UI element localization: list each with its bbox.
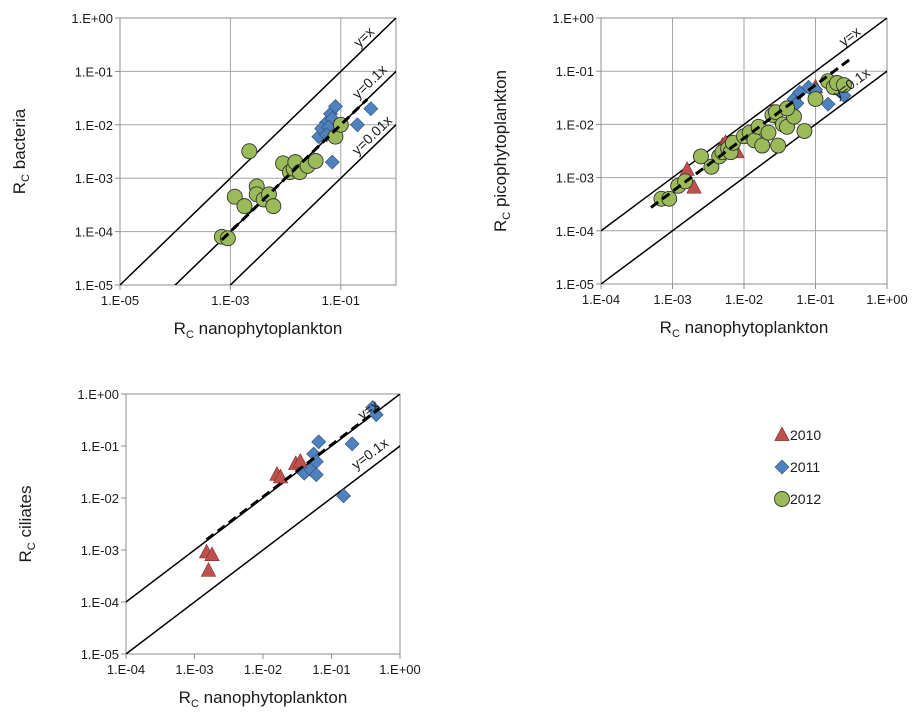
legend-label: 2010 (790, 427, 821, 443)
legend: 2010 2011 2012 (774, 426, 821, 507)
y-tick-label: 1.E-03 (81, 543, 119, 558)
x-tick-label: 1.E-02 (725, 292, 763, 307)
plot-frame (119, 17, 397, 286)
reference-line-label: y=0.1x (349, 61, 390, 101)
x-tick-label: 1.E-01 (312, 662, 350, 677)
data-point-2011 (336, 488, 351, 504)
chart-picophytoplankton: 1.E-051.E-041.E-031.E-021.E-011.E+001.E-… (491, 11, 908, 340)
y-tick-label: 1.E-05 (75, 278, 113, 293)
data-point-2011 (368, 407, 384, 423)
x-tick-label: 1.E-03 (175, 662, 213, 677)
x-tick-label: 1.E-03 (211, 293, 249, 308)
data-point-2012 (754, 137, 771, 154)
reference-line-label: y=x (836, 23, 863, 49)
y-tick-label: 1.E-04 (81, 595, 119, 610)
data-point-2011 (363, 101, 379, 117)
x-tick-label: 1.E-04 (582, 292, 620, 307)
trend-line (205, 407, 381, 541)
data-point-2011 (311, 434, 327, 450)
reference-line (601, 18, 887, 232)
y-tick-label: 1.E-02 (75, 118, 113, 133)
data-point-2011 (344, 436, 360, 452)
y-axis-label: RC ciliates (16, 486, 38, 563)
x-tick-label: 1.E+00 (866, 292, 908, 307)
y-axis-label: RC bacteria (10, 108, 32, 194)
x-axis-label: RC nanophytoplankton (179, 688, 348, 710)
y-tick-label: 1.E-03 (75, 171, 113, 186)
data-point-2011 (308, 467, 324, 483)
y-tick-label: 1.E+00 (552, 11, 594, 26)
y-tick-label: 1.E+00 (77, 387, 119, 402)
y-tick-label: 1.E-01 (556, 64, 594, 79)
data-point-2010 (200, 562, 217, 577)
y-tick-label: 1.E-05 (81, 647, 119, 662)
data-point-2012 (760, 124, 777, 141)
x-tick-label: 1.E-01 (796, 292, 834, 307)
x-tick-label: 1.E-01 (322, 293, 360, 308)
reference-line (120, 18, 396, 285)
data-point-2012 (226, 188, 243, 205)
x-tick-label: 1.E-04 (107, 662, 145, 677)
reference-line-label: y=x (350, 23, 377, 50)
data-point-2011 (820, 96, 836, 112)
y-tick-label: 1.E-02 (556, 117, 594, 132)
x-tick-label: 1.E-02 (244, 662, 282, 677)
x-tick-label: 1.E-05 (101, 293, 139, 308)
reference-line (229, 123, 396, 285)
y-tick-label: 1.E-04 (556, 224, 594, 239)
data-point-2012 (693, 148, 709, 165)
x-tick-label: 1.E-03 (653, 292, 691, 307)
plot-area (601, 18, 887, 284)
y-tick-label: 1.E-03 (556, 171, 594, 186)
data-point-2012 (219, 230, 236, 247)
legend-marker-2012 (774, 491, 790, 507)
data-point-2011 (324, 154, 340, 170)
y-tick-label: 1.E-02 (81, 491, 119, 506)
data-point-2011 (349, 117, 365, 133)
data-point-2012 (796, 123, 813, 139)
reference-line (601, 70, 887, 284)
plot-frame (125, 393, 401, 655)
legend-marker-2011 (774, 459, 790, 475)
data-point-2012 (241, 143, 258, 160)
y-tick-label: 1.E-01 (81, 439, 119, 454)
x-axis-label: RC nanophytoplankton (660, 318, 829, 340)
x-axis-label: RC nanophytoplankton (174, 319, 343, 341)
legend-label: 2012 (790, 491, 821, 507)
data-point-2011 (328, 99, 343, 114)
data-point-2012 (836, 77, 852, 93)
legend-label: 2011 (790, 459, 820, 475)
y-tick-label: 1.E-01 (75, 64, 113, 79)
trend-line (220, 98, 369, 241)
reference-line (126, 445, 400, 654)
chart-ciliates: 1.E-051.E-041.E-031.E-021.E-011.E+001.E-… (16, 387, 421, 710)
plot-area (126, 394, 400, 654)
y-tick-label: 1.E+00 (71, 11, 113, 26)
y-axis-label: RC picophytoplankton (491, 70, 513, 232)
x-tick-label: 1.E+00 (379, 662, 421, 677)
data-point-2012 (307, 153, 324, 169)
y-tick-label: 1.E-04 (75, 225, 113, 240)
data-point-2012 (770, 137, 787, 154)
legend-marker-2010 (774, 426, 790, 441)
reference-line-label: y=0.01x (348, 112, 395, 158)
data-point-2012 (265, 198, 282, 215)
chart-bacteria: 1.E-05 1.E-04 1.E-03 1.E-02 1.E-01 1.E+00 1.E-… (10, 11, 397, 341)
y-tick-label: 1.E-05 (556, 277, 594, 292)
plot-area (120, 18, 396, 285)
data-point-2012 (236, 198, 253, 215)
data-point-2010 (204, 546, 220, 561)
data-point-2012 (807, 91, 824, 107)
